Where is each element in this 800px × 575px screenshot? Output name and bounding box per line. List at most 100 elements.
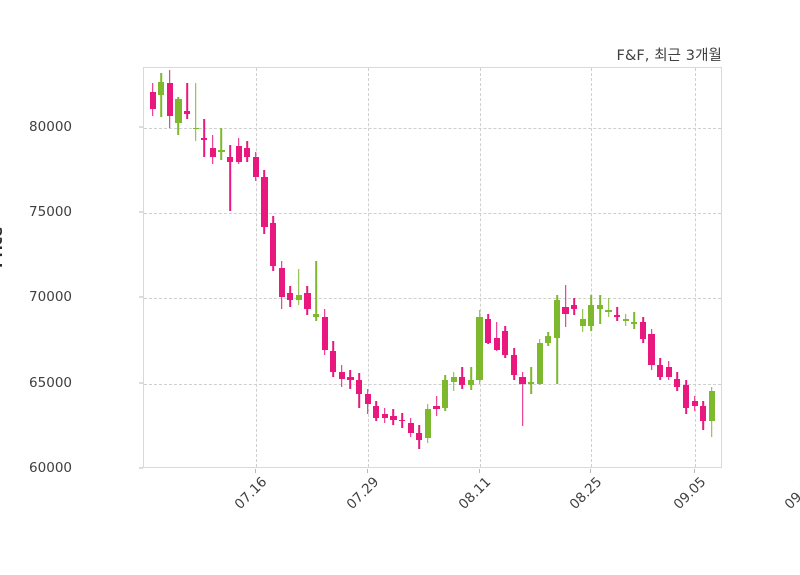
candlestick-wick	[470, 366, 472, 391]
candlestick-body	[373, 405, 380, 418]
candlestick-wick	[616, 306, 618, 321]
candlestick	[536, 68, 543, 467]
candlestick-body	[571, 305, 578, 309]
candlestick-body	[321, 317, 328, 350]
candlestick	[682, 68, 690, 467]
candlestick	[166, 68, 173, 467]
candlestick	[639, 68, 647, 467]
candlestick-body	[485, 318, 492, 343]
candlestick-body	[467, 380, 474, 386]
candlestick-body	[433, 405, 440, 410]
candlestick	[381, 68, 388, 467]
candlestick-wick	[521, 371, 524, 427]
candlestick	[657, 68, 664, 467]
candlestick	[218, 68, 225, 467]
candlestick	[605, 68, 612, 467]
candlestick-body	[674, 378, 681, 388]
candlestick	[304, 68, 311, 467]
candlestick-body	[639, 322, 647, 340]
candlestick	[596, 68, 604, 467]
candlestick	[226, 68, 234, 467]
candlestick-body	[355, 380, 363, 394]
candlestick	[235, 68, 242, 467]
x-axis-tick-mark	[478, 469, 480, 473]
candlestick-wick	[599, 294, 601, 324]
candlestick-body	[390, 416, 397, 420]
gridline-vertical	[255, 68, 257, 467]
x-axis-tick-label: 09.05	[670, 474, 709, 513]
candlestick-body	[519, 376, 526, 384]
candlestick	[519, 68, 526, 467]
candlestick	[355, 68, 363, 467]
candlestick-body	[648, 334, 655, 365]
candlestick	[244, 68, 251, 467]
candlestick	[407, 68, 414, 467]
candlestick-body	[158, 81, 165, 96]
candlestick-body	[347, 376, 354, 381]
y-axis-label: Price	[0, 226, 6, 268]
x-axis-tick-label: 07.29	[343, 474, 382, 513]
candlestick-body	[295, 294, 302, 301]
x-axis-tick-label: 08.25	[567, 474, 606, 513]
candlestick-body	[226, 156, 234, 162]
candlestick	[390, 68, 397, 467]
y-axis-tick-mark	[139, 126, 143, 128]
gridline-horizontal	[144, 213, 721, 215]
gridline-vertical	[479, 68, 481, 467]
candlestick-body	[631, 322, 638, 324]
candlestick-wick	[556, 294, 558, 384]
candlestick	[614, 68, 621, 467]
candlestick-body	[579, 318, 586, 326]
y-axis-tick-label: 65000	[29, 374, 72, 391]
candlestick	[295, 68, 302, 467]
candlestick	[364, 68, 371, 467]
candlestick-body	[218, 149, 225, 152]
y-axis-tick-label: 60000	[29, 460, 72, 476]
candlestick	[330, 68, 337, 467]
y-axis-tick-mark	[139, 296, 143, 298]
candlestick	[347, 68, 354, 467]
candlestick	[493, 68, 500, 467]
candlestick-body	[183, 110, 191, 115]
candlestick-body	[278, 267, 285, 297]
candlestick	[338, 68, 345, 467]
candlestick-body	[614, 315, 621, 318]
candlestick	[209, 68, 216, 467]
candlestick-body	[596, 305, 604, 309]
candlestick-wick	[298, 269, 300, 306]
candlestick-body	[304, 293, 311, 309]
candlestick	[553, 68, 561, 467]
candlestick	[528, 68, 535, 467]
candlestick-body	[166, 83, 173, 116]
y-axis-tick-label: 75000	[29, 204, 72, 221]
candlestick	[674, 68, 681, 467]
y-axis-tick-mark	[139, 467, 143, 469]
candlestick-body	[312, 313, 320, 318]
candlestick	[287, 68, 294, 467]
plot-area	[143, 67, 722, 468]
gridline-horizontal	[144, 127, 721, 129]
candlestick-body	[459, 376, 466, 386]
candlestick	[158, 68, 165, 467]
candlestick	[149, 68, 156, 467]
candlestick-body	[330, 351, 337, 372]
candlestick-wick	[160, 73, 162, 118]
candlestick-body	[424, 409, 431, 439]
candlestick-body	[269, 223, 277, 266]
candlestick-body	[588, 305, 595, 326]
candlestick	[433, 68, 440, 467]
candlestick	[545, 68, 552, 467]
candlestick-wick	[564, 284, 567, 328]
candlestick-body	[553, 300, 561, 338]
candlestick-body	[700, 405, 707, 422]
y-axis-tick-mark	[139, 211, 143, 213]
candlestick	[700, 68, 707, 467]
candlestick-body	[476, 317, 483, 381]
candlestick-body	[287, 293, 294, 301]
candlestick	[321, 68, 328, 467]
gridline-vertical	[591, 68, 593, 467]
candlestick-body	[502, 330, 509, 355]
candlestick-body	[235, 146, 242, 162]
candlestick	[562, 68, 569, 467]
y-axis-tick-label: 70000	[29, 289, 72, 306]
